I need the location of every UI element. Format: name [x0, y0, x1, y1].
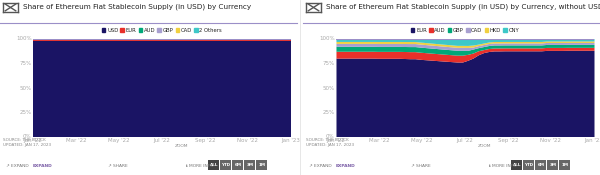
Text: ↗ EXPAND: ↗ EXPAND [6, 164, 29, 168]
Text: EXPAND: EXPAND [336, 164, 356, 168]
Text: Share of Ethereum Fiat Stablecoin Supply (in USD) by Currency: Share of Ethereum Fiat Stablecoin Supply… [23, 4, 251, 10]
Text: YTD: YTD [524, 163, 533, 167]
Text: SOURCE: THE BLOCK
UPDATED: JAN 17, 2023: SOURCE: THE BLOCK UPDATED: JAN 17, 2023 [306, 138, 354, 147]
Text: 1M: 1M [259, 163, 265, 167]
Text: 6M: 6M [235, 163, 241, 167]
Text: ↗ EXPAND: ↗ EXPAND [309, 164, 332, 168]
Text: YTD: YTD [221, 163, 230, 167]
Text: 6M: 6M [538, 163, 544, 167]
Text: ↗ SHARE: ↗ SHARE [412, 164, 431, 168]
Text: ALL: ALL [512, 163, 521, 167]
Text: 3M: 3M [550, 163, 556, 167]
Text: 1M: 1M [562, 163, 568, 167]
Text: 3M: 3M [247, 163, 253, 167]
Text: ℹ MORE INFO: ℹ MORE INFO [186, 164, 214, 168]
Text: ZOOM: ZOOM [478, 144, 491, 148]
Text: ↗ SHARE: ↗ SHARE [109, 164, 128, 168]
Text: EXPAND: EXPAND [33, 164, 53, 168]
Text: SOURCE: THE BLOCK
UPDATED: JAN 17, 2023: SOURCE: THE BLOCK UPDATED: JAN 17, 2023 [3, 138, 51, 147]
Text: ALL: ALL [209, 163, 218, 167]
Text: ℹ MORE INFO: ℹ MORE INFO [489, 164, 517, 168]
Text: Share of Ethereum Fiat Stablecoin Supply (in USD) by Currency, without USD: Share of Ethereum Fiat Stablecoin Supply… [326, 4, 600, 10]
Text: ZOOM: ZOOM [175, 144, 188, 148]
Legend: USD, EUR, AUD, GBP, CAD, 2 Others: USD, EUR, AUD, GBP, CAD, 2 Others [102, 28, 222, 33]
Legend: EUR, AUD, GBP, CAD, HKD, CNY: EUR, AUD, GBP, CAD, HKD, CNY [411, 28, 519, 33]
